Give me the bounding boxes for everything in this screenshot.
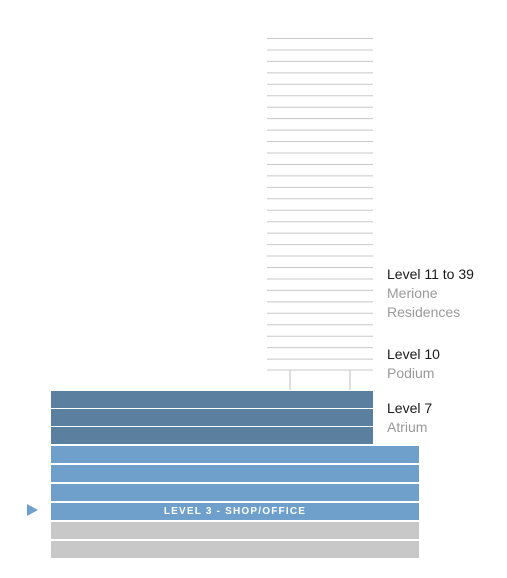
floor-level-6[interactable] (51, 446, 419, 463)
floor-label: LEVEL 3 - SHOP/OFFICE (163, 506, 307, 517)
atrium-floor[interactable] (51, 427, 373, 444)
legend-atrium: Level 7 Atrium (387, 399, 432, 437)
residential-tower (267, 38, 373, 360)
floor-level-4[interactable] (51, 484, 419, 501)
legend-atrium-level: Level 7 (387, 400, 433, 416)
legend-residences: Level 11 to 39 Merione Residences (387, 265, 474, 322)
legend-podium-level: Level 10 (387, 346, 440, 362)
legend-residences-name-line2: Residences (387, 304, 461, 320)
podium-level (267, 369, 373, 390)
floor-level-2[interactable] (51, 522, 419, 539)
lower-floors-block: LEVEL 3 - SHOP/OFFICE (51, 446, 419, 560)
legend-residences-name-line1: Merione (387, 285, 438, 301)
atrium-block (51, 391, 373, 445)
legend-podium: Level 10 Podium (387, 345, 440, 383)
atrium-floor[interactable] (51, 391, 373, 408)
floor-level-5[interactable] (51, 465, 419, 482)
legend-residences-level: Level 11 to 39 (387, 266, 474, 282)
atrium-floor[interactable] (51, 409, 373, 426)
legend-atrium-name: Atrium (387, 419, 428, 435)
triangle-right-icon (27, 504, 38, 516)
legend-podium-name: Podium (387, 365, 435, 381)
floor-level-1[interactable] (51, 541, 419, 558)
floor-level-3-shop-office[interactable]: LEVEL 3 - SHOP/OFFICE (51, 503, 419, 520)
